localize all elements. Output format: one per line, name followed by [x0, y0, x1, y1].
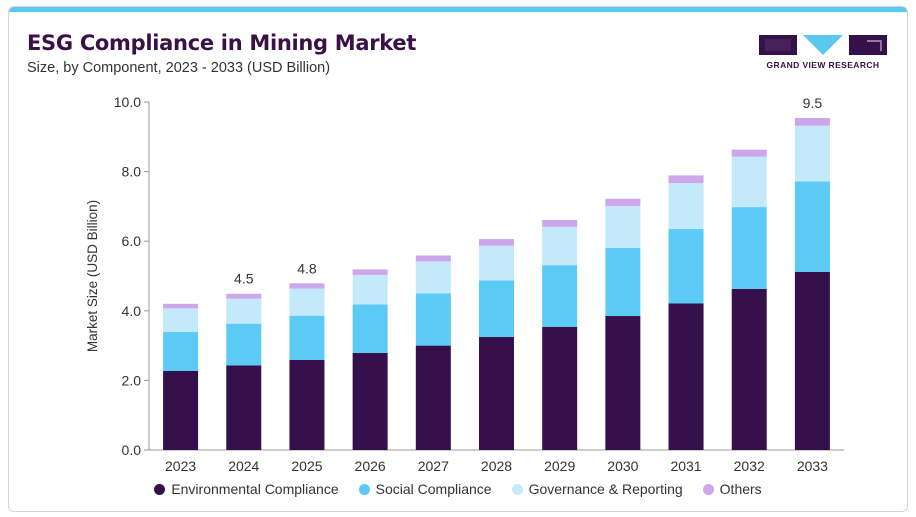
chart-legend: Environmental Compliance Social Complianc… — [9, 481, 907, 497]
bar-segment-environmental-compliance-2024 — [226, 365, 262, 450]
bar-segment-environmental-compliance-2023 — [163, 371, 199, 450]
bar-segment-governance-reporting-2023 — [163, 308, 199, 333]
bar-segment-social-compliance-2032 — [731, 207, 767, 289]
bar-segment-others-2029 — [542, 219, 578, 227]
bar-segment-environmental-compliance-2027 — [415, 345, 451, 450]
legend-item: Others — [702, 481, 762, 497]
bar-segment-social-compliance-2028 — [479, 280, 514, 337]
bar-segment-social-compliance-2026 — [352, 304, 388, 353]
bar-segment-governance-reporting-2024 — [226, 298, 262, 324]
x-tick-label: 2032 — [734, 458, 765, 474]
y-tick-label: 10.0 — [114, 94, 141, 110]
legend-label: Others — [719, 481, 762, 497]
y-tick-label: 8.0 — [122, 164, 142, 180]
x-tick-label: 2033 — [797, 458, 828, 474]
legend-item: Governance & Reporting — [511, 481, 683, 497]
x-tick-label: 2023 — [165, 458, 196, 474]
chart-card: 0.0 2.0 4.0 6.0 8.0 10.0 Market Size (USD Bill… — [8, 6, 908, 512]
bar-segment-social-compliance-2024 — [226, 323, 262, 366]
x-tick-label: 2031 — [670, 458, 701, 474]
y-axis-label: Market Size (USD Billion) — [85, 200, 100, 352]
legend-swatch — [702, 483, 714, 495]
bar-segment-governance-reporting-2031 — [668, 183, 704, 230]
x-tick-label: 2025 — [291, 458, 322, 474]
bar-segment-environmental-compliance-2030 — [605, 316, 641, 450]
logo-text: GRAND VIEW RESEARCH — [766, 60, 880, 70]
chart-area: 0.0 2.0 4.0 6.0 8.0 10.0 Market Size (USD Bill… — [85, 94, 844, 474]
y-tick-label: 4.0 — [122, 303, 142, 319]
total-value-label: 4.5 — [234, 271, 254, 287]
legend-swatch — [358, 483, 370, 495]
x-tick-label: 2026 — [355, 458, 386, 474]
bar-segment-others-2032 — [731, 149, 767, 157]
bar-segment-environmental-compliance-2031 — [668, 303, 704, 450]
bar-segment-governance-reporting-2030 — [605, 206, 641, 248]
legend-swatch — [511, 483, 523, 495]
bar-segment-governance-reporting-2027 — [415, 261, 451, 294]
bar-segment-others-2027 — [415, 255, 451, 262]
bar-segment-environmental-compliance-2029 — [542, 326, 578, 450]
bar-segment-governance-reporting-2032 — [731, 156, 767, 208]
legend-item: Social Compliance — [358, 481, 492, 497]
legend-swatch — [154, 483, 166, 495]
bar-segment-social-compliance-2031 — [668, 229, 704, 304]
legend-item: Environmental Compliance — [154, 481, 339, 497]
legend-label: Governance & Reporting — [528, 481, 683, 497]
y-tick-label: 6.0 — [122, 233, 142, 249]
bar-segment-others-2025 — [289, 283, 325, 289]
total-value-label: 9.5 — [803, 95, 823, 111]
x-tick-label: 2030 — [607, 458, 638, 474]
y-tick-label: 2.0 — [122, 372, 142, 388]
bar-segment-governance-reporting-2026 — [352, 274, 388, 305]
bar-segment-social-compliance-2027 — [415, 293, 451, 346]
x-tick-label: 2024 — [228, 458, 259, 474]
y-tick-label: 0.0 — [122, 442, 142, 458]
bar-segment-environmental-compliance-2026 — [352, 352, 388, 450]
bar-segment-others-2030 — [605, 198, 641, 207]
bar-segment-governance-reporting-2029 — [542, 226, 578, 266]
bar-segment-governance-reporting-2028 — [479, 245, 514, 281]
bar-segment-governance-reporting-2033 — [794, 125, 830, 182]
bar-segment-governance-reporting-2025 — [289, 288, 325, 316]
x-tick-label: 2028 — [481, 458, 512, 474]
bar-segment-others-2024 — [226, 293, 262, 299]
bar-segment-others-2023 — [163, 303, 199, 309]
total-value-label: 4.8 — [297, 260, 317, 276]
bar-segment-social-compliance-2025 — [289, 315, 325, 360]
grand-view-research-logo-icon — [759, 35, 887, 55]
bar-segment-others-2028 — [479, 239, 514, 246]
legend-label: Environmental Compliance — [171, 481, 339, 497]
bar-segment-social-compliance-2029 — [542, 265, 578, 327]
x-tick-label: 2029 — [544, 458, 575, 474]
bar-segment-social-compliance-2033 — [794, 181, 830, 272]
legend-label: Social Compliance — [375, 481, 492, 497]
bar-segment-others-2026 — [352, 269, 388, 275]
x-tick-label: 2027 — [418, 458, 449, 474]
bar-segment-environmental-compliance-2025 — [289, 359, 325, 450]
accent-bar — [9, 7, 907, 12]
bar-segment-social-compliance-2030 — [605, 247, 641, 317]
bar-segment-others-2033 — [794, 118, 830, 126]
bar-segment-environmental-compliance-2033 — [794, 271, 830, 450]
page-title: ESG Compliance in Mining Market — [27, 31, 417, 55]
bar-segment-environmental-compliance-2032 — [731, 288, 767, 450]
chart-subtitle: Size, by Component, 2023 - 2033 (USD Bil… — [27, 60, 331, 76]
bar-segment-others-2031 — [668, 175, 704, 184]
bar-segment-environmental-compliance-2028 — [479, 336, 514, 450]
bar-segment-social-compliance-2023 — [163, 332, 199, 372]
